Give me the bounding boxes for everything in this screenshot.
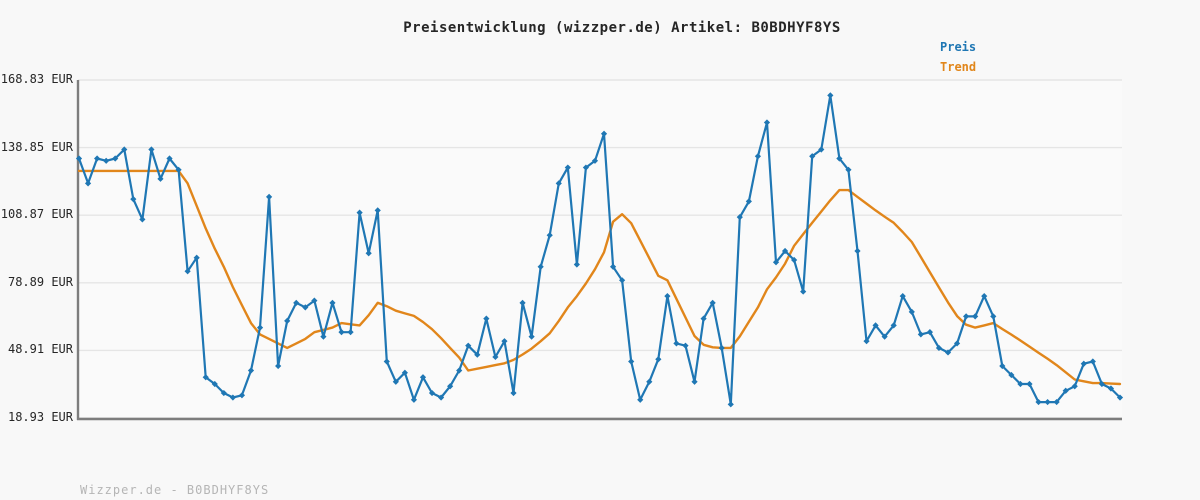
legend-preis-label: Preis xyxy=(940,40,977,54)
y-axis-tick-label: 138.85 EUR xyxy=(0,139,73,154)
axis-spines xyxy=(76,80,1122,421)
plot-background xyxy=(78,80,1122,418)
y-axis-tick-label: 168.83 EUR xyxy=(0,72,73,86)
y-axis-tick-label: 48.91 EUR xyxy=(7,342,73,357)
chart-title: Preisentwicklung (wizzper.de) Artikel: B… xyxy=(403,20,841,36)
watermark-text: Wizzper.de - B0BDHYF8YS xyxy=(80,483,270,497)
y-axis-tick-label: 108.87 EUR xyxy=(0,207,73,222)
y-axis-tick-label: 78.89 EUR xyxy=(7,274,73,289)
legend-trend-label: Trend xyxy=(940,60,977,74)
trend-line xyxy=(77,169,1122,386)
y-axis-tick-label: 18.93 EUR xyxy=(7,410,73,424)
